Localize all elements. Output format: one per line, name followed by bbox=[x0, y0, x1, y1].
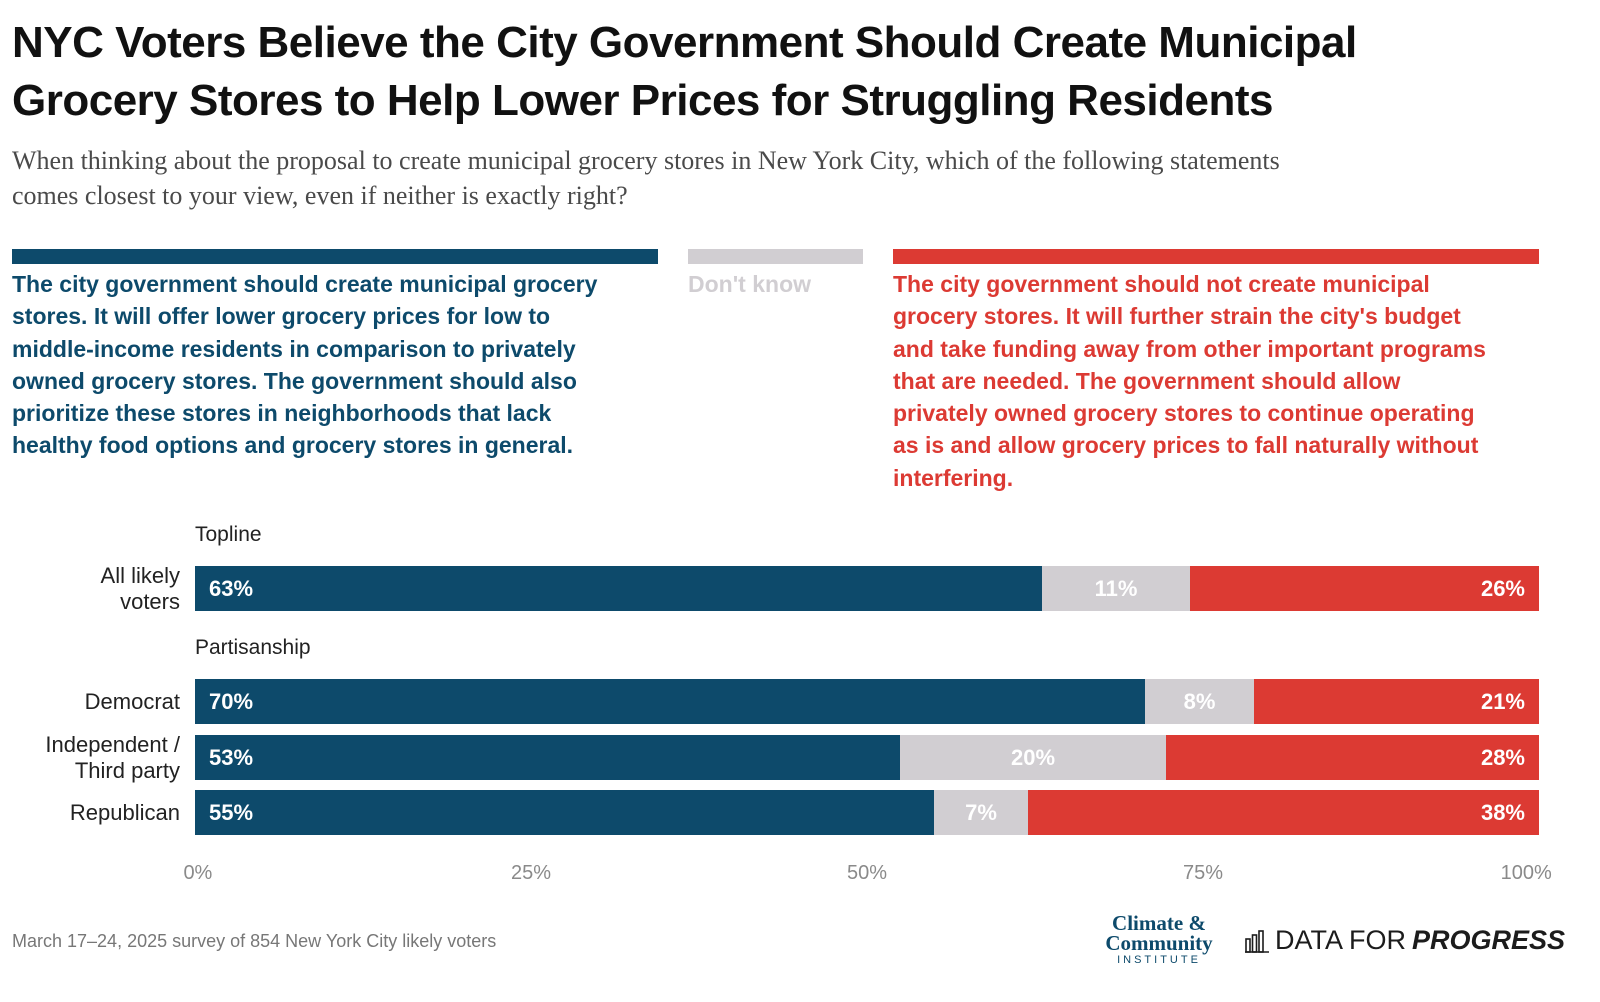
bar-value-label: 21% bbox=[1480, 689, 1525, 714]
legend-dont-know-text: Don't know bbox=[688, 268, 811, 300]
row-label-line: voters bbox=[120, 588, 180, 614]
legend-support-line: owned grocery stores. The government sho… bbox=[12, 367, 577, 394]
bar-segment-oppose bbox=[1190, 566, 1539, 611]
source-note: March 17–24, 2025 survey of 854 New York… bbox=[12, 931, 497, 951]
bar-segment-oppose bbox=[1166, 735, 1539, 780]
data-for-progress-logo: DATA FOR PROGRESS bbox=[1245, 925, 1565, 956]
row-label-line: Independent / bbox=[45, 731, 180, 757]
row-label: All likely voters bbox=[0, 563, 180, 615]
bar-segment-oppose bbox=[1254, 679, 1539, 724]
subtitle-line-2: comes closest to your view, even if neit… bbox=[12, 181, 628, 210]
title-line-1: NYC Voters Believe the City Government S… bbox=[12, 18, 1357, 67]
bar-value-label: 20% bbox=[1010, 745, 1056, 770]
legend-support-line: The city government should create munici… bbox=[12, 271, 598, 297]
legend-dont-know-label: Don't know bbox=[688, 271, 812, 297]
x-tick-label: 100% bbox=[1500, 862, 1552, 884]
group-label: Topline bbox=[195, 523, 262, 546]
bar-value-label: 55% bbox=[209, 800, 254, 825]
bar-value-label: 28% bbox=[1480, 745, 1525, 770]
bar-value-label: 7% bbox=[965, 800, 997, 825]
chart-title: NYC Voters Believe the City Government S… bbox=[12, 14, 1592, 130]
x-tick-label: 50% bbox=[846, 862, 888, 884]
bar-segment-support bbox=[195, 735, 900, 780]
row-label-line: Democrat bbox=[84, 688, 180, 714]
bar-chart-icon bbox=[1245, 929, 1269, 953]
legend-oppose-line: as is and allow grocery prices to fall n… bbox=[893, 432, 1479, 459]
row-label: Republican bbox=[0, 800, 180, 826]
x-tick-label: 0% bbox=[183, 862, 213, 884]
bar-value-label: 26% bbox=[1480, 576, 1525, 601]
x-tick-label: 25% bbox=[510, 862, 552, 884]
x-tick-label: 75% bbox=[1182, 862, 1224, 884]
legend-oppose-line: privately owned grocery stores to contin… bbox=[893, 400, 1475, 427]
row-label-line: Third party bbox=[74, 757, 180, 783]
legend-oppose-line: that are needed. The government should a… bbox=[893, 367, 1401, 394]
legend-oppose-line: interfering. bbox=[893, 464, 1014, 491]
logo-dfp-text-2: PROGRESS bbox=[1412, 925, 1566, 955]
bar-segment-dont-know bbox=[1145, 679, 1254, 724]
row-label: Independent / Third party bbox=[0, 732, 180, 784]
logo-cci-line: INSTITUTE bbox=[1117, 954, 1201, 966]
bar-segment-dont-know bbox=[1042, 566, 1190, 611]
bar-segment-support bbox=[195, 566, 1042, 611]
bar-segment-oppose bbox=[1028, 790, 1539, 835]
group-label: Partisanship bbox=[195, 636, 311, 659]
bar-value-label: 11% bbox=[1094, 576, 1138, 601]
logo-dfp-text-1: DATA FOR bbox=[1275, 925, 1407, 955]
legend-oppose-line: The city government should not create mu… bbox=[893, 271, 1430, 297]
row-label-line: Republican bbox=[69, 799, 180, 825]
climate-community-institute-logo: Climate & Community INSTITUTE bbox=[1097, 913, 1221, 967]
logo-cci-line: Climate & bbox=[1112, 911, 1206, 935]
legend-oppose-line: grocery stores. It will further strain t… bbox=[893, 303, 1461, 330]
bar-value-label: 53% bbox=[209, 745, 254, 770]
title-line-2: Grocery Stores to Help Lower Prices for … bbox=[12, 76, 1273, 125]
legend-swatch-support bbox=[12, 249, 658, 264]
logo-cci-line: Community bbox=[1105, 931, 1213, 955]
subtitle-line-1: When thinking about the proposal to crea… bbox=[12, 146, 1280, 175]
bar-value-label: 70% bbox=[209, 689, 254, 714]
legend-swatch-oppose bbox=[893, 249, 1539, 264]
bar-value-label: 63% bbox=[209, 576, 254, 601]
legend-support-line: middle-income residents in comparison to… bbox=[12, 335, 576, 362]
legend-support-line: prioritize these stores in neighborhoods… bbox=[12, 400, 552, 427]
legend-support-line: stores. It will offer lower grocery pric… bbox=[12, 303, 551, 330]
row-label-line: All likely bbox=[100, 562, 180, 588]
chart-subtitle: When thinking about the proposal to crea… bbox=[12, 143, 1572, 213]
legend-support-line: healthy food options and grocery stores … bbox=[12, 432, 574, 459]
bar-segment-dont-know bbox=[934, 790, 1028, 835]
row-label: Democrat bbox=[0, 689, 180, 715]
bar-value-label: 38% bbox=[1480, 800, 1525, 825]
bar-segment-support bbox=[195, 679, 1145, 724]
legend-oppose-text: The city government should not create mu… bbox=[893, 268, 1486, 494]
bar-value-label: 8% bbox=[1183, 689, 1216, 714]
legend-swatch-dont-know bbox=[688, 249, 863, 264]
bar-segment-dont-know bbox=[900, 735, 1166, 780]
legend-support-text: The city government should create munici… bbox=[12, 268, 597, 462]
bar-segment-support bbox=[195, 790, 934, 835]
legend-oppose-line: and take funding away from other importa… bbox=[893, 335, 1486, 362]
